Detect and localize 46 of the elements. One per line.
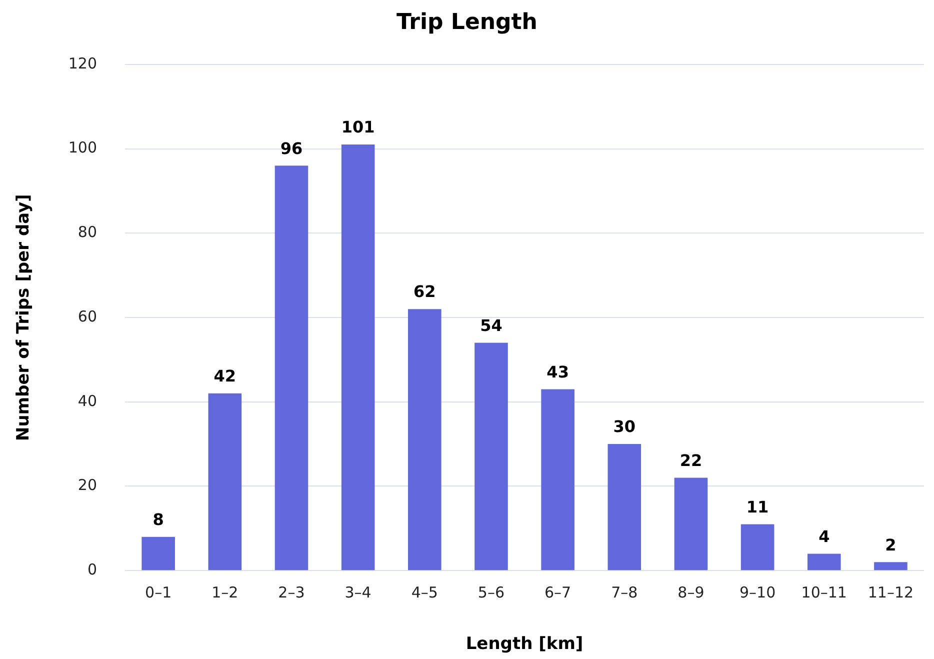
data-label: 2	[885, 535, 896, 554]
data-label: 11	[746, 497, 769, 516]
data-label: 22	[680, 450, 702, 470]
chart-title: Trip Length	[396, 10, 538, 35]
data-label: 42	[214, 366, 236, 386]
bar	[408, 309, 442, 570]
x-tick-label: 1–2	[212, 583, 238, 602]
data-label: 101	[341, 118, 375, 137]
bar	[874, 562, 908, 570]
x-tick-label: 2–3	[278, 583, 305, 602]
data-label: 62	[414, 282, 436, 302]
x-tick-label: 4–5	[411, 583, 438, 602]
x-tick-label: 0–1	[145, 583, 172, 602]
x-tick-label: 11–12	[868, 583, 914, 602]
bar	[541, 389, 574, 570]
bar	[142, 536, 175, 570]
bar	[274, 166, 308, 570]
x-axis-title: Length [km]	[466, 634, 584, 654]
data-label: 8	[152, 510, 164, 530]
x-tick-label: 7–8	[611, 583, 638, 602]
bar	[740, 524, 774, 570]
x-tick-label: 5–6	[478, 583, 505, 602]
y-tick-label: 20	[78, 476, 98, 494]
y-tick-label: 120	[68, 54, 98, 72]
y-tick-label: 0	[87, 560, 98, 578]
data-label: 54	[480, 316, 502, 335]
y-tick-label: 60	[78, 307, 98, 326]
bar	[341, 144, 375, 570]
data-label: 30	[613, 417, 636, 436]
bar	[807, 554, 841, 570]
y-axis-title: Number of Trips [per day]	[14, 194, 34, 441]
data-label: 4	[818, 526, 830, 546]
data-label: 96	[280, 138, 303, 158]
bar	[474, 342, 508, 570]
y-tick-label: 40	[78, 392, 98, 410]
data-label: 43	[546, 362, 569, 382]
x-tick-label: 3–4	[344, 583, 372, 602]
x-tick-label: 6–7	[544, 583, 572, 602]
x-tick-label: 10–11	[801, 583, 847, 602]
y-tick-label: 80	[78, 223, 98, 242]
x-tick-label: 9–10	[739, 583, 776, 602]
bar	[674, 478, 708, 570]
bar	[208, 393, 242, 570]
bar	[608, 444, 642, 570]
x-tick-label: 8–9	[678, 583, 704, 602]
y-tick-label: 100	[68, 138, 98, 157]
